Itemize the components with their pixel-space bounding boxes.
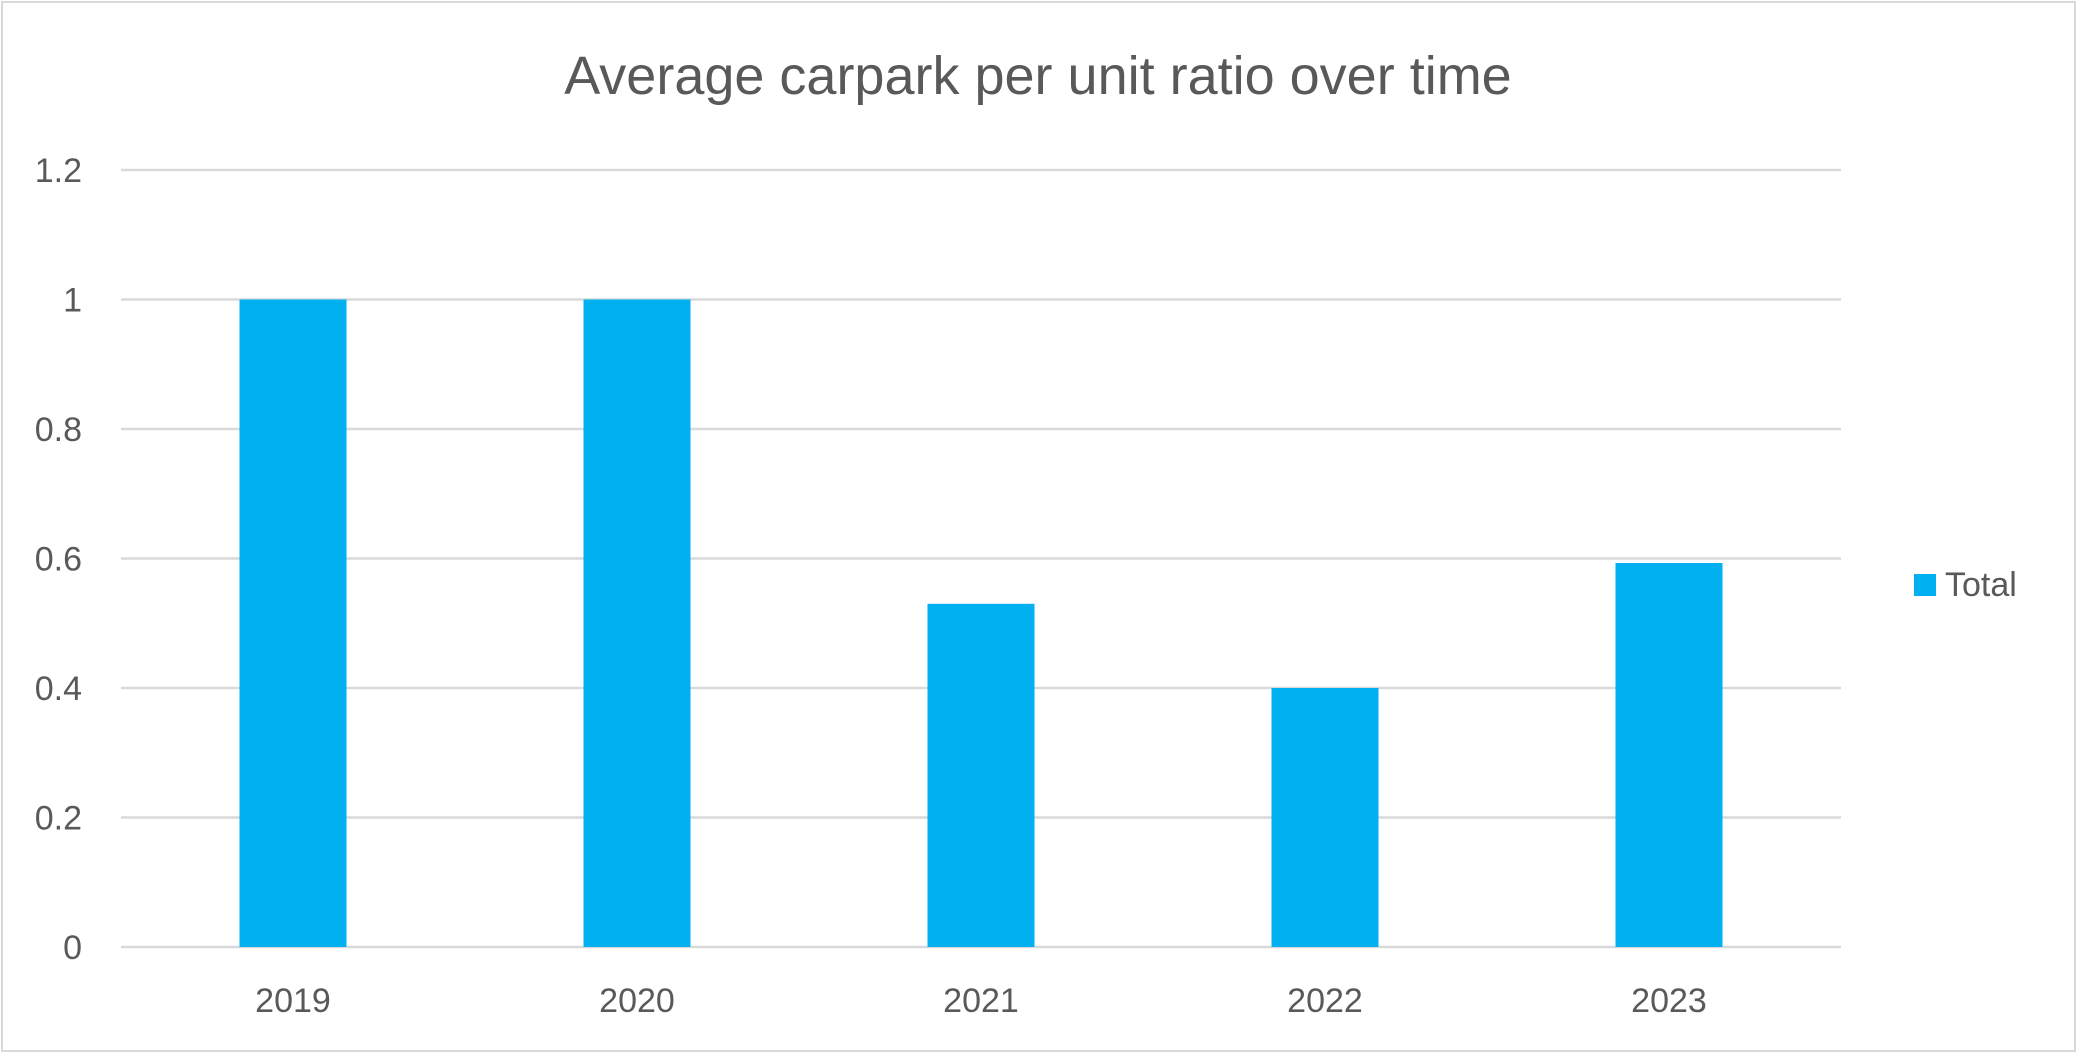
- y-tick-label: 0.2: [35, 800, 82, 838]
- x-axis-tick-labels: 2019 2020 2021 2022 2023: [255, 982, 1707, 1020]
- bar-2021: [927, 603, 1035, 947]
- x-tick-label: 2019: [255, 982, 331, 1020]
- y-tick-label: 1: [63, 282, 82, 320]
- bar-2023: [1615, 563, 1723, 947]
- x-tick-label: 2020: [599, 982, 675, 1020]
- chart-title: Average carpark per unit ratio over time: [564, 46, 1511, 106]
- y-tick-label: 0.4: [35, 670, 82, 708]
- bar-2022: [1271, 688, 1379, 947]
- x-tick-label: 2021: [943, 982, 1019, 1020]
- y-tick-label: 0.8: [35, 411, 82, 449]
- legend: Total: [1914, 566, 2017, 604]
- y-tick-label: 0: [63, 929, 82, 967]
- bars: [239, 299, 1723, 947]
- legend-swatch-total: [1914, 574, 1936, 596]
- x-tick-label: 2023: [1631, 982, 1707, 1020]
- y-tick-label: 0.6: [35, 541, 82, 579]
- legend-label-total: Total: [1945, 566, 2017, 604]
- y-axis-tick-labels: 0 0.2 0.4 0.6 0.8 1 1.2: [35, 152, 82, 967]
- x-tick-label: 2022: [1287, 982, 1363, 1020]
- gridlines: [121, 168, 1841, 949]
- y-tick-label: 1.2: [35, 152, 82, 190]
- bar-2019: [239, 299, 347, 947]
- bar-2020: [583, 299, 691, 947]
